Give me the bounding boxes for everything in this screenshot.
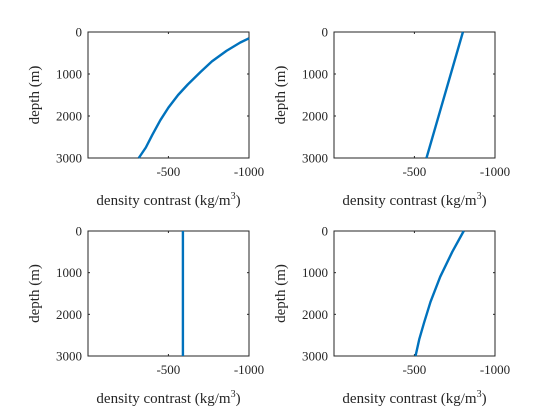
- y-tick-label: 2000: [56, 307, 82, 322]
- y-tick-label: 3000: [302, 349, 328, 364]
- series-line: [414, 230, 465, 357]
- x-axis-label-end: ): [236, 193, 241, 209]
- x-axis-label-end: ): [236, 391, 241, 407]
- y-tick-label: 2000: [302, 307, 328, 322]
- y-axis-label: depth (m): [273, 66, 289, 125]
- x-tick-label: -1000: [480, 164, 510, 179]
- y-tick-label: 3000: [302, 151, 328, 166]
- y-axis-label: depth (m): [27, 264, 43, 323]
- series-line: [137, 37, 250, 159]
- x-tick-label: -500: [156, 164, 180, 179]
- y-tick-label: 3000: [56, 349, 82, 364]
- x-axis-label-superscript: 3: [231, 389, 236, 400]
- x-axis-label: density contrast (kg/m3): [96, 191, 240, 209]
- x-axis-label-end: ): [482, 391, 487, 407]
- y-tick-label: 0: [76, 224, 83, 239]
- y-tick-label: 2000: [302, 109, 328, 124]
- x-tick-label: -1000: [234, 362, 264, 377]
- x-axis-label-superscript: 3: [231, 191, 236, 202]
- x-axis-label: density contrast (kg/m3): [342, 191, 486, 209]
- y-tick-label: 1000: [302, 265, 328, 280]
- y-tick-label: 0: [322, 25, 329, 40]
- subplot-1: -500 -1000 0 1000 2000 3000 density contrast (…: [27, 25, 264, 210]
- x-axis-label-end: ): [482, 193, 487, 209]
- y-tick-label: 0: [322, 224, 329, 239]
- x-axis-label: density contrast (kg/m3): [342, 389, 486, 407]
- x-axis-label-text: density contrast (kg/m: [96, 193, 230, 209]
- y-tick-label: 3000: [56, 151, 82, 166]
- x-axis-label-superscript: 3: [477, 191, 482, 202]
- plot-frame: [333, 230, 496, 357]
- series-line: [425, 31, 465, 159]
- x-axis-label-superscript: 3: [477, 389, 482, 400]
- x-axis-label-text: density contrast (kg/m: [342, 193, 476, 209]
- subplot-3: -500 -1000 0 1000 2000 3000 density contrast (…: [27, 224, 264, 408]
- y-tick-label: 1000: [302, 67, 328, 82]
- y-axis-label: depth (m): [27, 66, 43, 125]
- x-axis-label-text: density contrast (kg/m: [342, 391, 476, 407]
- x-tick-label: -500: [402, 362, 426, 377]
- x-tick-label: -500: [156, 362, 180, 377]
- plot-frame: [333, 31, 496, 159]
- y-tick-label: 1000: [56, 265, 82, 280]
- x-axis-label: density contrast (kg/m3): [96, 389, 240, 407]
- subplot-4: -500 -1000 0 1000 2000 3000 density contrast (…: [273, 224, 510, 408]
- y-axis-label: depth (m): [273, 264, 289, 323]
- x-axis-label-text: density contrast (kg/m: [96, 391, 230, 407]
- y-tick-label: 2000: [56, 109, 82, 124]
- y-tick-label: 0: [76, 25, 83, 40]
- plot-frame: [87, 230, 250, 357]
- x-tick-label: -1000: [480, 362, 510, 377]
- y-tick-label: 1000: [56, 67, 82, 82]
- x-tick-label: -500: [402, 164, 426, 179]
- x-tick-label: -1000: [234, 164, 264, 179]
- subplot-2: -500 -1000 0 1000 2000 3000 density contrast (…: [273, 25, 510, 210]
